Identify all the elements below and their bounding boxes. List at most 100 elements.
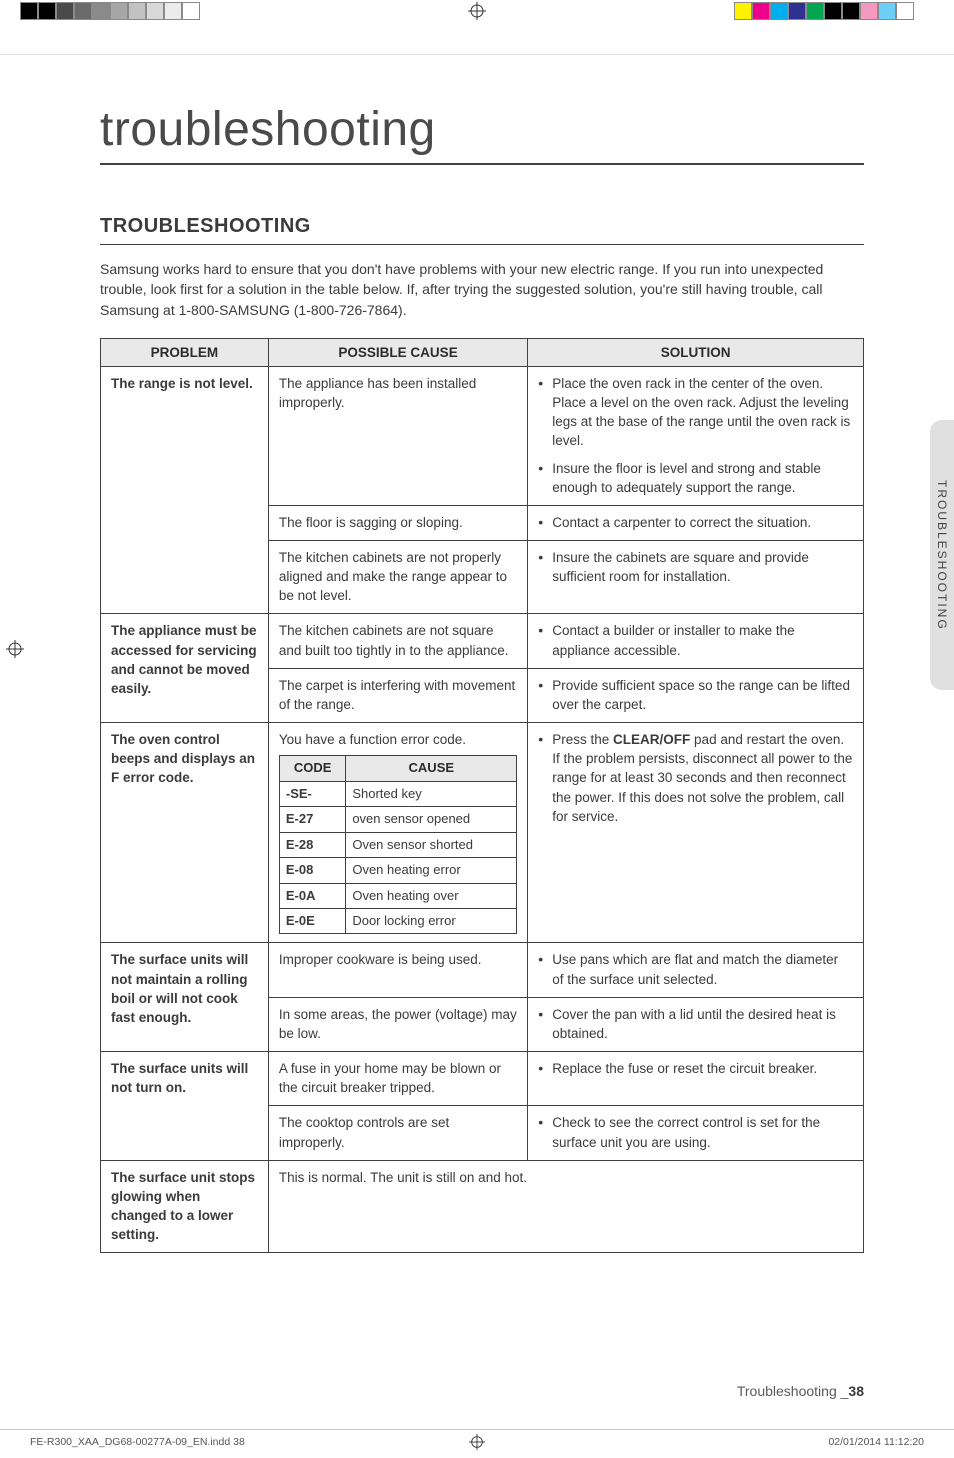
solution-item: Contact a builder or installer to make t… [538, 621, 853, 659]
page-number: 38 [848, 1383, 864, 1399]
cause-cell: The kitchen cabinets are not square and … [268, 614, 527, 668]
solution-item: Contact a carpenter to correct the situa… [538, 513, 853, 532]
solution-item: Cover the pan with a lid until the desir… [538, 1005, 853, 1043]
color-swatch [806, 2, 824, 20]
problem-cell: The surface units will not maintain a ro… [101, 943, 269, 1052]
solution-cell: Provide sufficient space so the range ca… [528, 668, 864, 722]
intro-paragraph: Samsung works hard to ensure that you do… [100, 259, 864, 320]
table-row: The range is not level. The appliance ha… [101, 366, 864, 505]
cause-cell: The carpet is interfering with movement … [268, 668, 527, 722]
code-row: E-28Oven sensor shorted [279, 832, 516, 857]
solution-item: Check to see the correct control is set … [538, 1113, 853, 1151]
solution-item: Replace the fuse or reset the circuit br… [538, 1059, 853, 1078]
code-row: -SE-Shorted key [279, 781, 516, 806]
page-footer: Troubleshooting _38 [100, 1383, 864, 1399]
printer-marks-top [0, 0, 954, 22]
error-code-table: CODE CAUSE -SE-Shorted keyE-27oven senso… [279, 755, 517, 934]
cause-cell: The cooktop controls are set improperly. [268, 1106, 527, 1160]
solution-item: Place the oven rack in the center of the… [538, 374, 853, 451]
problem-cell: The surface units will not turn on. [101, 1052, 269, 1161]
cause-cell: A fuse in your home may be blown or the … [268, 1052, 527, 1106]
color-swatch [38, 2, 56, 20]
table-row: The appliance must be accessed for servi… [101, 614, 864, 668]
col-solution: SOLUTION [528, 338, 864, 366]
cause-cell: The appliance has been installed imprope… [268, 366, 527, 505]
solution-cell: Press the CLEAR/OFF pad and restart the … [528, 723, 864, 943]
code-cause-cell: Oven sensor shorted [346, 832, 517, 857]
solution-cell: Use pans which are flat and match the di… [528, 943, 864, 997]
color-swatch [842, 2, 860, 20]
swatch-strip-left [20, 2, 200, 20]
page-title: troubleshooting [100, 102, 864, 165]
code-cell: E-08 [279, 858, 345, 883]
cause-cell: The floor is sagging or sloping. [268, 505, 527, 540]
code-cause-cell: Oven heating error [346, 858, 517, 883]
col-cause: POSSIBLE CAUSE [268, 338, 527, 366]
table-row: The surface units will not turn on. A fu… [101, 1052, 864, 1106]
color-swatch [110, 2, 128, 20]
code-cause-cell: Oven heating over [346, 883, 517, 908]
cause-intro: You have a function error code. [279, 732, 466, 747]
code-row: E-0AOven heating over [279, 883, 516, 908]
code-cell: -SE- [279, 781, 345, 806]
solution-item: Press the CLEAR/OFF pad and restart the … [538, 730, 853, 826]
color-swatch [878, 2, 896, 20]
footer-label: Troubleshooting _ [737, 1383, 849, 1399]
solution-cell: Contact a carpenter to correct the situa… [528, 505, 864, 540]
table-row: The surface unit stops glowing when chan… [101, 1160, 864, 1253]
code-row: E-0EDoor locking error [279, 908, 516, 933]
code-row: E-27oven sensor opened [279, 807, 516, 832]
problem-cell: The range is not level. [101, 366, 269, 614]
problem-cell: The appliance must be accessed for servi… [101, 614, 269, 723]
color-swatch [74, 2, 92, 20]
registration-mark-icon [468, 2, 486, 20]
color-swatch [824, 2, 842, 20]
code-cause-cell: Shorted key [346, 781, 517, 806]
code-cell: E-0A [279, 883, 345, 908]
cause-cell: Improper cookware is being used. [268, 943, 527, 997]
solution-cell: Insure the cabinets are square and provi… [528, 540, 864, 613]
cause-cell: The kitchen cabinets are not properly al… [268, 540, 527, 613]
cause-cell: You have a function error code. CODE CAU… [268, 723, 527, 943]
indd-timestamp: 02/01/2014 11:12:20 [828, 1436, 924, 1448]
code-row: E-08Oven heating error [279, 858, 516, 883]
color-swatch [752, 2, 770, 20]
solution-cell: Place the oven rack in the center of the… [528, 366, 864, 505]
solution-item: Insure the floor is level and strong and… [538, 459, 853, 497]
page-content: troubleshooting TROUBLESHOOTING Samsung … [0, 22, 954, 1429]
merged-cell: This is normal. The unit is still on and… [268, 1160, 863, 1253]
color-swatch [92, 2, 110, 20]
solution-cell: Replace the fuse or reset the circuit br… [528, 1052, 864, 1106]
color-swatch [20, 2, 38, 20]
color-swatch [146, 2, 164, 20]
code-col-header: CAUSE [346, 756, 517, 781]
color-swatch [56, 2, 74, 20]
problem-cell: The surface unit stops glowing when chan… [101, 1160, 269, 1253]
imposition-footer: FE-R300_XAA_DG68-00277A-09_EN.indd 38 02… [0, 1429, 954, 1458]
table-row: The surface units will not maintain a ro… [101, 943, 864, 997]
solution-item: Use pans which are flat and match the di… [538, 950, 853, 988]
code-cell: E-27 [279, 807, 345, 832]
table-header-row: PROBLEM POSSIBLE CAUSE SOLUTION [101, 338, 864, 366]
troubleshooting-table: PROBLEM POSSIBLE CAUSE SOLUTION The rang… [100, 338, 864, 1253]
cause-cell: In some areas, the power (voltage) may b… [268, 997, 527, 1051]
color-swatch [860, 2, 878, 20]
indd-filename: FE-R300_XAA_DG68-00277A-09_EN.indd 38 [30, 1436, 245, 1448]
solution-cell: Cover the pan with a lid until the desir… [528, 997, 864, 1051]
solution-item: Insure the cabinets are square and provi… [538, 548, 853, 586]
solution-cell: Check to see the correct control is set … [528, 1106, 864, 1160]
color-swatch [164, 2, 182, 20]
solution-item: Provide sufficient space so the range ca… [538, 676, 853, 714]
crop-rule [0, 54, 954, 55]
problem-cell: The oven control beeps and displays an F… [101, 723, 269, 943]
table-row: The oven control beeps and displays an F… [101, 723, 864, 943]
code-cause-cell: Door locking error [346, 908, 517, 933]
section-heading: TROUBLESHOOTING [100, 215, 864, 245]
col-problem: PROBLEM [101, 338, 269, 366]
code-cause-cell: oven sensor opened [346, 807, 517, 832]
code-col-header: CODE [279, 756, 345, 781]
code-cell: E-28 [279, 832, 345, 857]
color-swatch [128, 2, 146, 20]
swatch-strip-right [734, 2, 914, 20]
color-swatch [734, 2, 752, 20]
